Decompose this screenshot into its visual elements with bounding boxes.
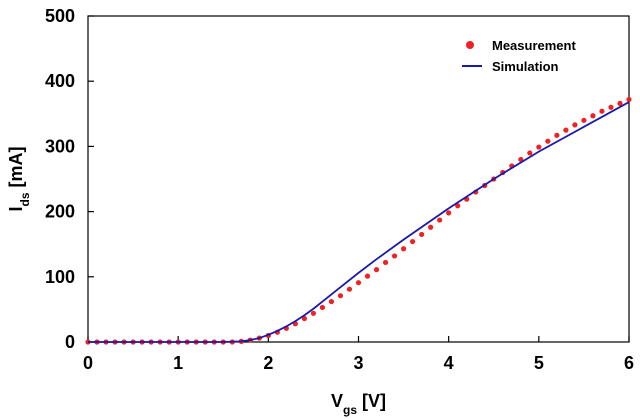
y-tick-label: 200 [45,202,75,222]
measurement-point [355,280,362,286]
series-layer [85,96,632,345]
measurement-point [391,253,398,259]
x-tick-label: 2 [263,353,273,373]
legend-label: Simulation [492,59,559,74]
measurement-point [346,286,353,292]
measurement-point [437,217,443,223]
measurement-point [608,104,614,110]
legend-item-measurement: Measurement [466,38,576,53]
x-tick-label: 3 [353,353,363,373]
measurement-point [373,267,380,273]
y-axis-label-main: I [6,207,26,212]
x-axis-label: Vgs [V] [331,391,386,417]
legend-box [452,32,602,78]
legend-label: Measurement [492,38,576,53]
x-axis-tick-labels: 0 1 2 3 4 5 6 [83,353,634,373]
y-tick-label: 100 [45,267,75,287]
measurement-point [446,210,452,216]
measurement-point [337,293,344,299]
legend-items: Measurement Simulation [462,38,576,74]
x-tick-label: 4 [444,353,454,373]
measurement-point [581,117,587,123]
y-tick-label: 500 [45,6,75,26]
measurement-point [563,127,569,133]
x-tick-label: 5 [534,353,544,373]
measurement-point [455,203,461,209]
measurement-point [419,231,425,238]
measurement-point [554,132,560,138]
legend-marker-swatch [466,41,474,49]
measurement-point [626,96,632,103]
measurement-point [545,138,551,144]
measurement-point [310,310,317,316]
measurement-point [400,246,407,252]
x-axis-label-main: V [331,391,343,411]
measurement-point [617,100,623,106]
y-axis-label-subscript: ds [18,192,32,206]
measurement-point [410,238,416,245]
x-tick-label: 1 [173,353,183,373]
y-axis-label-unit: [mA] [6,146,26,192]
x-axis-label-subscript: gs [343,403,357,417]
y-tick-label: 0 [65,332,75,352]
legend-item-simulation: Simulation [462,59,559,74]
x-axis-label-unit: [V] [357,391,386,411]
measurement-point [572,122,578,128]
measurement-point [527,150,533,156]
measurement-point [301,315,307,322]
legend: Measurement Simulation [452,32,602,78]
measurement-point [428,224,434,230]
y-axis-tick-labels: 0 100 200 300 400 500 [45,6,75,352]
simulation-line [88,101,630,343]
x-tick-label: 0 [83,353,93,373]
series-measurement [85,96,632,345]
y-tick-label: 400 [45,71,75,91]
measurement-point [599,108,605,114]
y-axis-label: Ids [mA] [6,146,32,211]
x-tick-label: 6 [624,353,634,373]
series-simulation [88,101,630,343]
y-tick-label: 300 [45,136,75,156]
measurement-point [382,259,389,266]
measurement-point [364,273,371,279]
measurement-point [328,298,335,305]
measurement-point [590,113,596,119]
measurement-point [536,144,542,150]
measurement-point [319,304,326,311]
